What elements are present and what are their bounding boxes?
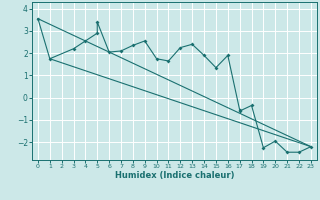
X-axis label: Humidex (Indice chaleur): Humidex (Indice chaleur) (115, 171, 234, 180)
